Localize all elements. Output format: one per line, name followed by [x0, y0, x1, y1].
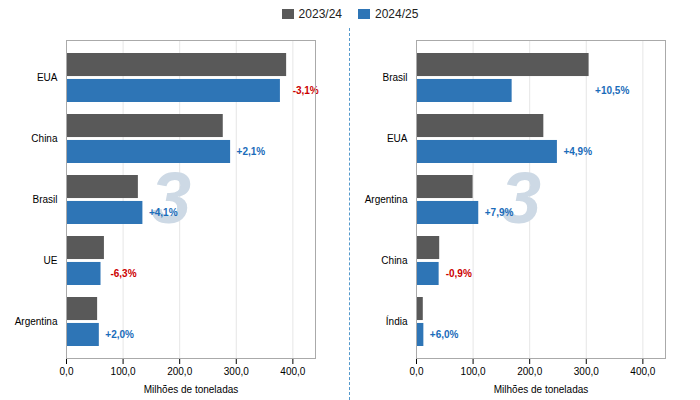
html-text:2023/24: 2023/24 [298, 7, 342, 21]
svg-text:China: China [381, 255, 408, 266]
svg-text:200,0: 200,0 [517, 366, 542, 377]
svg-text:100,0: 100,0 [461, 366, 486, 377]
svg-text:+6,0%: +6,0% [430, 329, 459, 340]
svg-text:UE: UE [44, 255, 58, 266]
svg-text:Milhões de toneladas: Milhões de toneladas [494, 384, 589, 395]
svg-text:-0,9%: -0,9% [446, 268, 472, 279]
svg-text:Milhões de toneladas: Milhões de toneladas [144, 384, 239, 395]
svg-text:3: 3 [501, 158, 541, 238]
svg-text:Índia: Índia [386, 315, 408, 327]
svg-text:300,0: 300,0 [574, 366, 599, 377]
svg-text:300,0: 300,0 [224, 366, 249, 377]
svg-text:EUA: EUA [37, 72, 58, 83]
svg-text:100,0: 100,0 [111, 366, 136, 377]
svg-text:200,0: 200,0 [167, 366, 192, 377]
svg-text:Argentina: Argentina [365, 194, 408, 205]
svg-text:Brasil: Brasil [382, 72, 407, 83]
svg-text:+2,1%: +2,1% [237, 146, 266, 157]
svg-text:0,0: 0,0 [410, 366, 424, 377]
svg-text:400,0: 400,0 [280, 366, 305, 377]
svg-text:+4,9%: +4,9% [563, 146, 592, 157]
svg-text:+10,5%: +10,5% [595, 85, 629, 96]
html-text:2024/25: 2024/25 [375, 7, 419, 21]
svg-text:+7,9%: +7,9% [485, 207, 514, 218]
svg-text:400,0: 400,0 [630, 366, 655, 377]
svg-text:+4,1%: +4,1% [149, 207, 178, 218]
svg-text:EUA: EUA [387, 133, 408, 144]
svg-text:Argentina: Argentina [15, 316, 58, 327]
svg-text:0,0: 0,0 [60, 366, 74, 377]
svg-text:3: 3 [151, 158, 191, 238]
svg-text:+2,0%: +2,0% [105, 329, 134, 340]
svg-text:China: China [31, 133, 58, 144]
svg-text:Brasil: Brasil [32, 194, 57, 205]
svg-text:-3,1%: -3,1% [293, 85, 319, 96]
svg-text:-6,3%: -6,3% [110, 268, 136, 279]
